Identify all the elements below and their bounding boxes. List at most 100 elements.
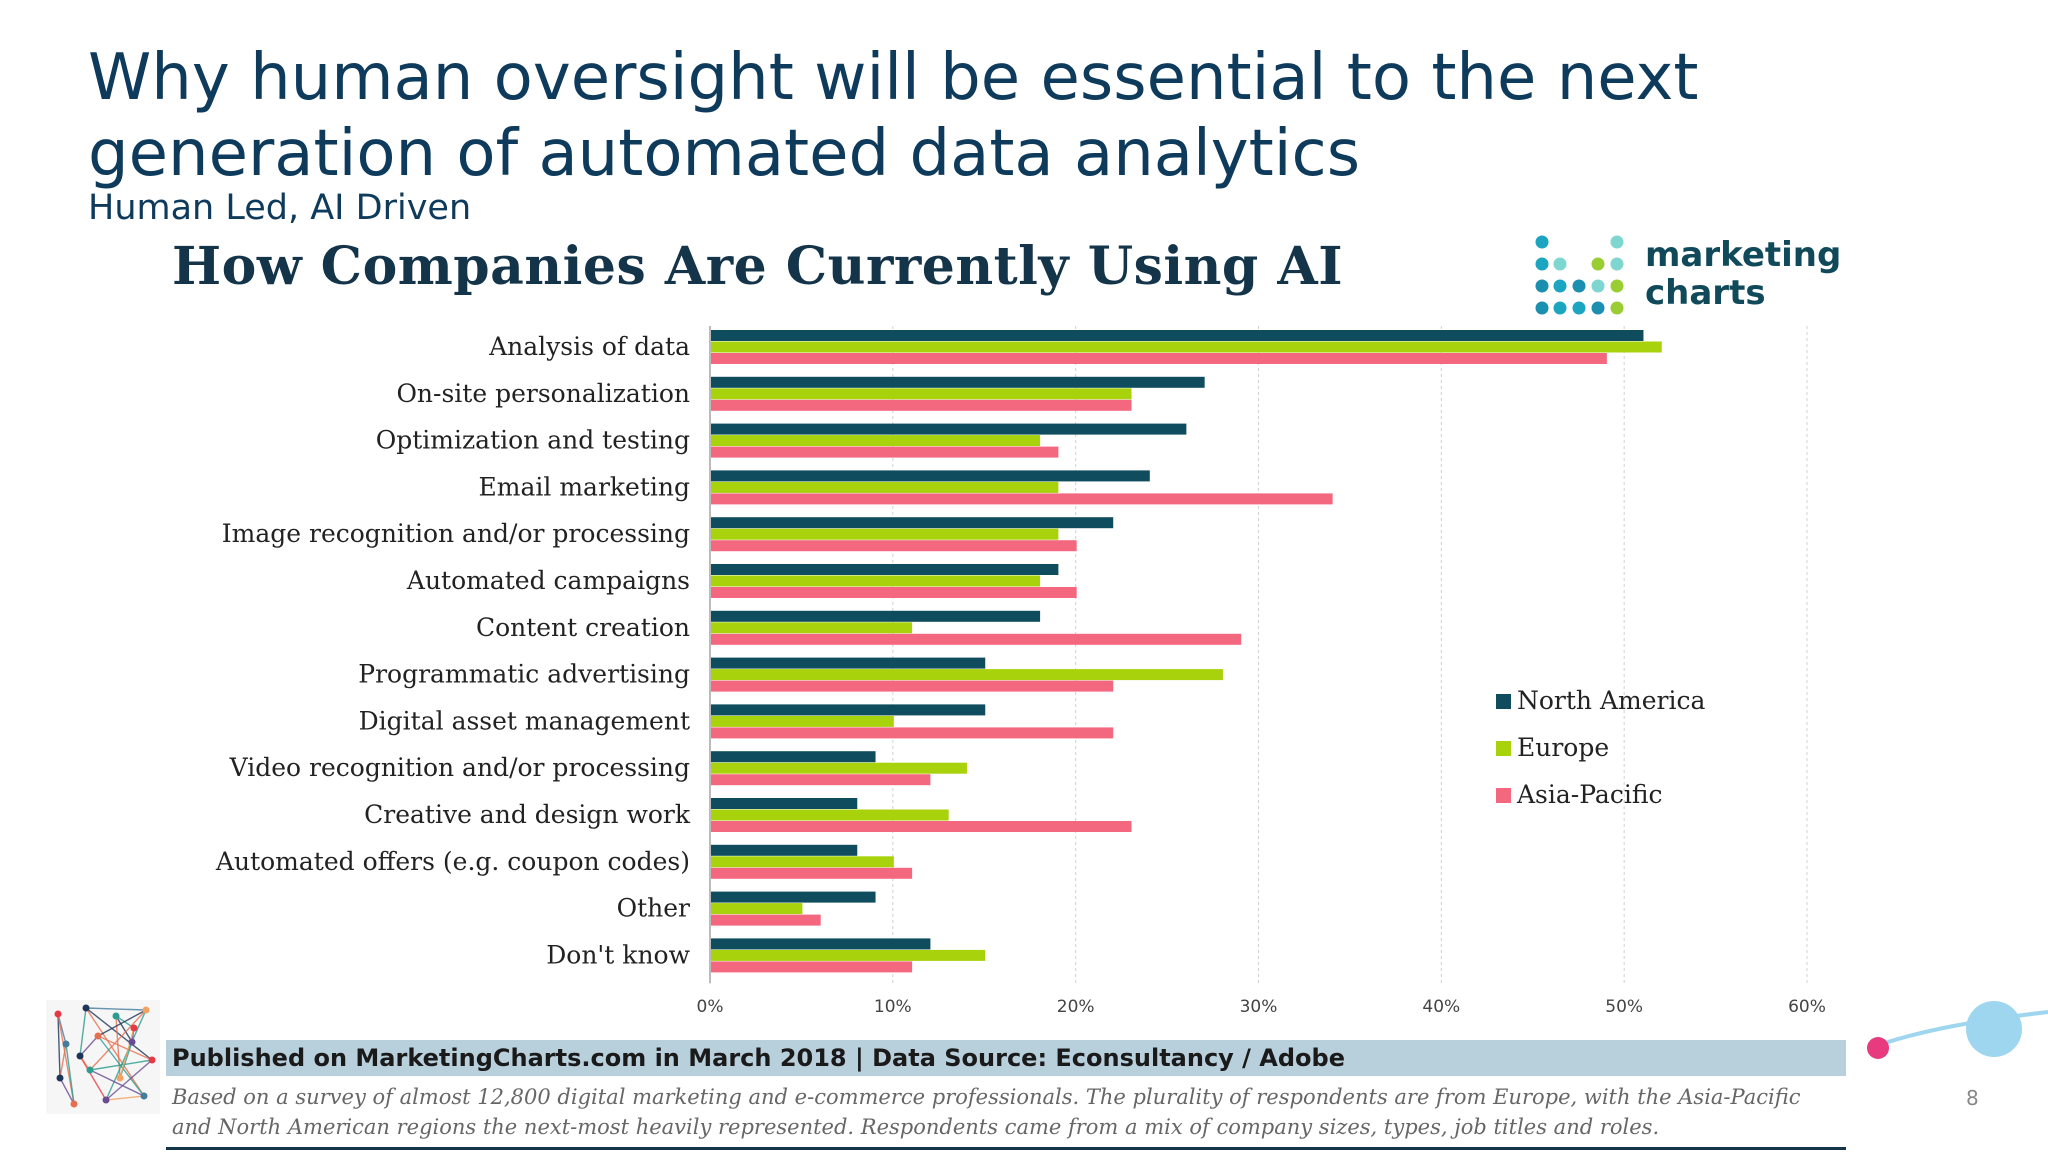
legend-swatch-0: [1496, 694, 1511, 709]
net-edge: [119, 1027, 135, 1079]
legend: North America Europe Asia-Pacific: [1496, 686, 1705, 809]
category-label-13: Don't know: [546, 940, 690, 969]
x-tick-label-6: 60%: [1788, 997, 1826, 1017]
bar-north-america-7: [711, 657, 986, 669]
bar-asia-pacific-12: [711, 914, 821, 926]
logo-dot-1: [1610, 235, 1624, 249]
bar-europe-3: [711, 481, 1059, 493]
bar-asia-pacific-10: [711, 821, 1132, 832]
bar-north-america-10: [711, 798, 858, 809]
x-tick-label-3: 30%: [1240, 997, 1278, 1017]
bar-europe-10: [711, 809, 949, 821]
net-edge: [97, 1009, 147, 1037]
bar-asia-pacific-3: [711, 493, 1333, 505]
bar-europe-12: [711, 903, 803, 915]
bar-north-america-9: [711, 751, 876, 763]
net-node: [140, 1092, 148, 1100]
net-node: [70, 1100, 78, 1108]
net-edge: [97, 1035, 153, 1061]
category-label-9: Video recognition and/or processing: [229, 753, 690, 782]
logo-dot-9: [1591, 279, 1605, 293]
net-edge: [59, 1043, 67, 1079]
bar-asia-pacific-11: [711, 867, 913, 879]
logo-dot-14: [1591, 301, 1605, 315]
bar-asia-pacific-7: [711, 680, 1114, 692]
category-label-2: Optimization and testing: [376, 426, 690, 455]
net-edge: [115, 1015, 133, 1043]
net-edge: [85, 1007, 147, 1011]
category-label-11: Automated offers (e.g. coupon codes): [215, 847, 690, 876]
category-label-0: Analysis of data: [488, 332, 690, 361]
logo-dot-10: [1610, 279, 1624, 293]
category-label-12: Other: [617, 894, 690, 923]
legend-label-2: Asia-Pacific: [1516, 780, 1663, 809]
net-node: [148, 1056, 156, 1064]
logo-dot-8: [1572, 279, 1586, 293]
logo-dot-4: [1591, 257, 1605, 271]
net-node: [54, 1010, 62, 1018]
logo-dot-3: [1553, 257, 1567, 271]
bar-europe-7: [711, 669, 1223, 681]
net-node: [128, 1038, 136, 1046]
category-label-4: Image recognition and/or processing: [222, 519, 690, 548]
bar-asia-pacific-4: [711, 540, 1077, 552]
net-edge: [105, 1059, 153, 1101]
marketing-charts-logo-text: marketing charts: [1645, 236, 1841, 312]
bar-europe-2: [711, 435, 1041, 447]
page-number: 8: [1966, 1086, 1979, 1110]
caption-note: Based on a survey of almost 12,800 digit…: [172, 1085, 1801, 1139]
bar-north-america-12: [711, 891, 876, 903]
bar-asia-pacific-8: [711, 727, 1114, 739]
chart-title: How Companies Are Currently Using AI: [172, 236, 1344, 297]
category-label-10: Creative and design work: [364, 800, 691, 829]
bar-asia-pacific-0: [711, 353, 1607, 364]
logo-dot-6: [1535, 279, 1549, 293]
bar-europe-9: [711, 762, 967, 774]
logo-dot-5: [1610, 257, 1624, 271]
net-edge: [59, 1077, 75, 1105]
net-node: [76, 1052, 84, 1060]
bar-north-america-8: [711, 704, 986, 716]
logo-dot-15: [1610, 301, 1624, 315]
category-label-1: On-site personalization: [396, 379, 690, 408]
net-node: [142, 1006, 150, 1014]
bar-europe-6: [711, 622, 913, 634]
caption-header: Published on MarketingCharts.com in Marc…: [172, 1044, 1345, 1072]
net-edge: [57, 1013, 61, 1079]
bar-europe-0: [711, 341, 1662, 353]
caption-header-bar: [166, 1040, 1846, 1076]
bar-asia-pacific-6: [711, 633, 1242, 645]
marketing-charts-logo-icon: [1535, 235, 1624, 315]
net-edge: [85, 1007, 145, 1097]
legend-swatch-2: [1496, 788, 1511, 803]
legend-label-0: North America: [1517, 686, 1705, 715]
bar-north-america-6: [711, 610, 1041, 622]
category-labels: Analysis of data On-site personalization O…: [215, 332, 691, 969]
net-edge: [89, 1059, 153, 1071]
category-label-7: Programmatic advertising: [358, 660, 690, 689]
net-node: [116, 1074, 124, 1082]
bar-north-america-3: [711, 470, 1150, 482]
caption-divider: [166, 1147, 1846, 1150]
legend-label-1: Europe: [1517, 733, 1609, 762]
net-node: [130, 1024, 138, 1032]
net-node: [62, 1040, 70, 1048]
bar-north-america-5: [711, 564, 1059, 575]
x-tick-label-2: 20%: [1057, 997, 1095, 1017]
logo-dot-13: [1572, 301, 1586, 315]
bar-asia-pacific-1: [711, 399, 1132, 411]
net-node: [102, 1096, 110, 1104]
bar-europe-1: [711, 388, 1132, 400]
net-edge: [79, 1055, 107, 1101]
net-node: [56, 1074, 64, 1082]
logo-dot-0: [1535, 235, 1549, 249]
x-axis-ticks: 0% 10% 20% 30% 40% 50% 60%: [697, 997, 1826, 1017]
net-node: [94, 1032, 102, 1040]
category-label-5: Automated campaigns: [406, 566, 690, 595]
category-label-6: Content creation: [476, 613, 690, 642]
bar-chart: Analysis of data On-site personalization O…: [215, 326, 1826, 1017]
bar-north-america-4: [711, 517, 1114, 529]
x-tick-label-0: 0%: [697, 997, 724, 1017]
logo-dot-12: [1553, 301, 1567, 315]
net-node: [112, 1012, 120, 1020]
